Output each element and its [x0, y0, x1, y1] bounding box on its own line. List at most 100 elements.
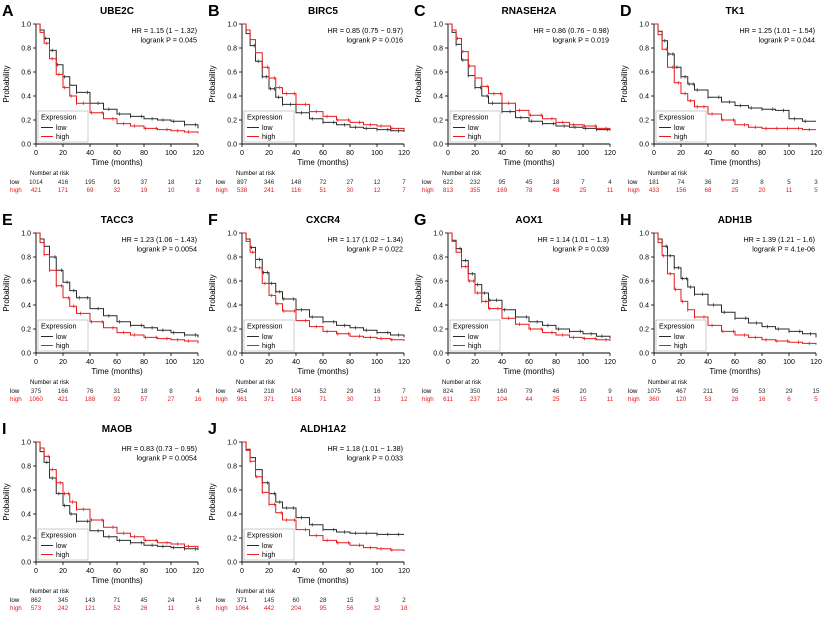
x-tick-label: 100 [165, 150, 177, 157]
x-tick-label: 80 [552, 359, 560, 366]
low-curve [654, 23, 816, 122]
risk-header: Number at risk [30, 171, 70, 177]
x-tick-label: 0 [34, 359, 38, 366]
risk-low-value: 1075 [647, 388, 661, 395]
x-tick-label: 0 [240, 568, 244, 575]
logrank-annotation: logrank P = 0.039 [553, 245, 609, 254]
risk-high-value: 15 [580, 396, 587, 403]
high-curve [448, 232, 611, 341]
risk-low-value: 7 [402, 179, 406, 186]
y-tick-label: 0.2 [639, 326, 649, 333]
risk-high-value: 51 [320, 187, 327, 194]
legend-title: Expression [659, 113, 695, 122]
x-tick-label: 60 [113, 568, 121, 575]
x-tick-label: 0 [240, 150, 244, 157]
risk-row-low-label: low [216, 388, 226, 395]
high-curve [654, 23, 816, 131]
risk-low-value: 74 [678, 179, 685, 186]
legend-low-label: low [262, 334, 273, 341]
y-tick-label: 1.0 [227, 230, 237, 237]
high-curve [36, 23, 199, 134]
km-plot-svg: F CXCR4 0 20 40 60 80 100 120 1.0 0.8 0.6 0.4 0.2 0.0 T… [208, 212, 410, 403]
x-tick-label: 40 [704, 359, 712, 366]
panel-title: UBE2C [100, 6, 134, 17]
x-tick-label: 60 [319, 150, 327, 157]
x-axis-label: Time (months) [91, 158, 143, 167]
risk-low-value: 12 [374, 179, 381, 186]
y-tick-label: 0.8 [639, 254, 649, 261]
panel-letter: G [414, 212, 426, 229]
y-tick-label: 0.8 [21, 463, 31, 470]
number-at-risk-table: Number at risk low 454 218 104 52 29 16 7 high 961… [216, 380, 408, 403]
x-tick-label: 60 [525, 150, 533, 157]
risk-high-value: 156 [676, 187, 687, 194]
low-expression-curve-group [242, 232, 405, 338]
number-at-risk-table: Number at risk low 897 346 148 72 27 12 7 high 538… [216, 171, 406, 194]
y-axis-label: Probability [208, 65, 217, 102]
y-tick-label: 0.6 [639, 278, 649, 285]
km-panel-tk1: D TK1 0 20 40 60 80 100 120 1.0 0.8 0.6 0.4 0.2 0.0 Tim… [618, 0, 824, 209]
legend: Expression low high [37, 528, 89, 561]
risk-high-value: 813 [443, 187, 454, 194]
risk-low-value: 91 [114, 179, 121, 186]
risk-low-value: 45 [141, 597, 148, 604]
legend: Expression low high [655, 319, 707, 352]
risk-high-value: 57 [141, 396, 148, 403]
y-tick-label: 1.0 [227, 21, 237, 28]
x-tick-label: 80 [758, 150, 766, 157]
x-tick-label: 80 [140, 150, 148, 157]
risk-high-value: 11 [607, 396, 614, 403]
risk-high-value: 25 [732, 187, 739, 194]
km-plot-svg: D TK1 0 20 40 60 80 100 120 1.0 0.8 0.6 0.4 0.2 0.0 Tim… [620, 3, 822, 194]
km-panel-aldh1a2: J ALDH1A2 0 20 40 60 80 100 120 1.0 0.8 0.6 0.4 0.2 0.… [206, 418, 412, 627]
y-tick-label: 1.0 [433, 230, 443, 237]
legend: Expression low high [243, 319, 295, 352]
risk-high-value: 16 [195, 396, 202, 403]
risk-high-value: 355 [470, 187, 481, 194]
legend-high-label: high [262, 134, 275, 141]
x-tick-label: 60 [113, 150, 121, 157]
panel-title: TK1 [726, 6, 745, 17]
risk-row-low-label: low [422, 388, 432, 395]
risk-low-value: 71 [114, 597, 121, 604]
panel-letter: E [2, 212, 13, 229]
low-curve [36, 232, 199, 338]
x-tick-label: 0 [652, 150, 656, 157]
y-axis-label: Probability [2, 483, 11, 520]
y-tick-label: 0.6 [21, 487, 31, 494]
risk-high-value: 30 [347, 396, 354, 403]
risk-row-low-label: low [216, 179, 226, 186]
risk-low-value: 45 [526, 179, 533, 186]
legend-high-label: high [56, 552, 69, 559]
hr-annotation: HR = 0.86 (0.76 − 0.98) [533, 26, 609, 35]
y-axis-label: Probability [414, 65, 423, 102]
risk-high-value: 1064 [235, 605, 249, 612]
x-tick-label: 100 [577, 150, 589, 157]
panel-title: TACC3 [101, 215, 134, 226]
risk-header: Number at risk [442, 171, 482, 177]
legend-high-label: high [262, 343, 275, 350]
risk-header: Number at risk [648, 171, 688, 177]
panel-title: MAOB [102, 424, 133, 435]
y-tick-label: 0.2 [639, 117, 649, 124]
km-panel-aox1: G AOX1 0 20 40 60 80 100 120 1.0 0.8 0.6 0.4 0.2 0.0 Ti… [412, 209, 618, 418]
risk-low-value: 8 [760, 179, 764, 186]
y-tick-label: 0.6 [21, 69, 31, 76]
risk-low-value: 18 [141, 388, 148, 395]
risk-low-value: 211 [703, 388, 713, 395]
risk-low-value: 76 [87, 388, 94, 395]
y-tick-label: 0.6 [433, 69, 443, 76]
y-tick-label: 0.4 [227, 302, 237, 309]
risk-header: Number at risk [648, 380, 688, 386]
x-tick-label: 20 [471, 359, 479, 366]
risk-low-value: 9 [608, 388, 612, 395]
x-tick-label: 40 [292, 150, 300, 157]
high-expression-curve-group [36, 232, 199, 344]
panel-letter: B [208, 3, 220, 20]
y-tick-label: 0.0 [21, 350, 31, 357]
risk-low-value: 27 [347, 179, 354, 186]
y-tick-label: 0.0 [227, 559, 237, 566]
legend: Expression low high [449, 110, 501, 143]
y-tick-label: 0.6 [639, 69, 649, 76]
